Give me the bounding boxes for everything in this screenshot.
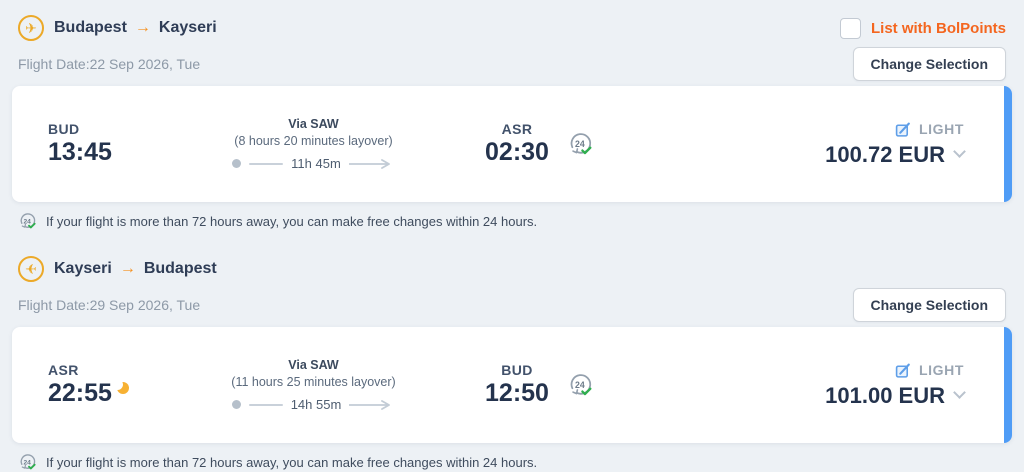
arrival-airport-code: BUD [501,362,533,379]
free-change-24h-icon: 24 [20,454,36,470]
timeline-arrow-icon [349,399,391,410]
departure-plane-icon: ✈ [18,15,44,41]
fare-summary[interactable]: LIGHT 100.72 EUR [825,121,966,168]
departure-airport-code: BUD [48,121,80,138]
free-change-note: 24 If your flight is more than 72 hours … [12,452,1012,472]
flight-date: Flight Date:22 Sep 2026, Tue [18,56,201,72]
arrival-block: BUD 12:50 [477,362,557,408]
outbound-flight-section: ✈ Budapest → Kayseri List with BolPoints… [12,14,1012,231]
fare-edit-pencil-icon [895,363,910,378]
return-plane-icon: ✈ [18,256,44,282]
route-arrow-icon: → [119,260,136,277]
timeline-dot [232,159,242,168]
svg-text:24: 24 [23,459,31,466]
timeline-line [248,403,283,406]
change-selection-button[interactable]: Change Selection [852,288,1006,322]
svg-text:24: 24 [575,139,585,149]
origin-city: Budapest [54,19,127,36]
destination-city: Budapest [143,260,217,277]
free-change-note-text: If your flight is more than 72 hours awa… [46,213,538,229]
fare-edit-pencil-icon [895,122,910,137]
fare-price: 100.72 EUR [825,141,945,167]
route-title: Kayseri → Budapest [54,260,217,278]
route-block: Via SAW (8 hours 20 minutes layover) 11h… [196,117,431,171]
fare-summary[interactable]: LIGHT 101.00 EUR [825,362,966,409]
departure-airport-code: ASR [48,362,79,379]
return-flight-section: ✈ Kayseri → Budapest Flight Date:29 Sep … [12,255,1012,472]
free-change-note-text: If your flight is more than 72 hours awa… [46,454,538,470]
free-change-24h-icon: 24 [570,133,592,155]
selected-fare-indicator [1004,327,1012,443]
timeline-line [249,162,284,165]
chevron-down-icon[interactable] [953,386,966,399]
svg-text:24: 24 [575,380,585,390]
arrival-block: ASR 02:30 [477,121,557,167]
flight-duration: 14h 55m [290,397,342,412]
flight-date: Flight Date:29 Sep 2026, Tue [18,297,201,313]
fare-name: LIGHT [919,362,964,378]
layover-label: (8 hours 20 minutes layover) [234,134,393,148]
timeline-arrow-icon [348,158,390,169]
departure-time: 22:55 [48,379,112,408]
timeline-dot [231,400,241,409]
change-selection-button[interactable]: Change Selection [852,47,1006,81]
bolpoints-toggle[interactable]: List with BolPoints [840,17,1006,39]
flight-duration-timeline: 14h 55m [231,397,396,412]
flight-card: BUD 13:45 Via SAW (8 hours 20 minutes la… [12,86,1012,202]
svg-text:24: 24 [23,218,31,225]
via-label: Via SAW [288,358,339,372]
fare-price: 101.00 EUR [825,382,945,408]
arrival-time: 12:50 [485,379,549,408]
destination-city: Kayseri [158,19,217,36]
route-arrow-icon: → [134,19,151,36]
via-label: Via SAW [288,117,339,131]
chevron-down-icon[interactable] [953,145,966,158]
route-title: Budapest → Kayseri [54,19,217,37]
departure-block: ASR 22:55 [48,362,168,408]
selected-fare-indicator [1004,86,1012,202]
flight-duration: 11h 45m [291,156,341,171]
flight-duration-timeline: 11h 45m [232,156,395,171]
bolpoints-checkbox[interactable] [840,17,861,39]
flight-card: ASR 22:55 Via SAW (11 hours 25 minutes l… [12,327,1012,443]
bolpoints-label[interactable]: List with BolPoints [871,19,1006,37]
night-flight-moon-icon [111,379,129,395]
departure-block: BUD 13:45 [48,121,168,167]
arrival-time: 02:30 [485,138,549,167]
fare-name: LIGHT [919,121,964,137]
route-block: Via SAW (11 hours 25 minutes layover) 14… [196,358,431,412]
departure-time: 13:45 [48,138,112,167]
layover-label: (11 hours 25 minutes layover) [231,375,396,389]
origin-city: Kayseri [54,260,112,277]
free-change-note: 24 If your flight is more than 72 hours … [12,211,1012,231]
arrival-airport-code: ASR [501,121,533,138]
free-change-24h-icon: 24 [20,213,36,229]
free-change-24h-icon: 24 [570,374,592,396]
